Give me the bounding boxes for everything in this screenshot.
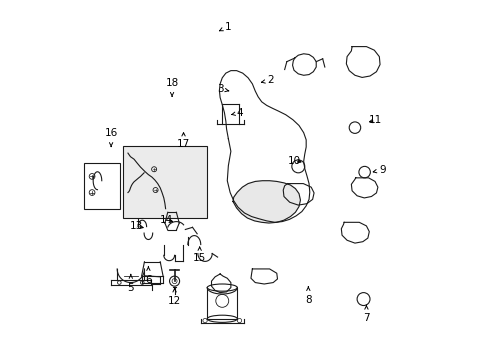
- Text: 6: 6: [145, 267, 151, 285]
- Text: 3: 3: [216, 84, 228, 94]
- Text: 2: 2: [261, 75, 273, 85]
- Text: 12: 12: [167, 288, 181, 306]
- Bar: [122, 146, 206, 218]
- Text: 16: 16: [104, 129, 118, 147]
- Text: 11: 11: [368, 116, 382, 126]
- Text: 9: 9: [372, 165, 385, 175]
- Text: 5: 5: [127, 275, 134, 293]
- Text: 13: 13: [130, 221, 143, 231]
- Text: 18: 18: [165, 78, 178, 96]
- Text: 15: 15: [193, 247, 206, 263]
- Text: 4: 4: [231, 108, 243, 118]
- Text: 1: 1: [219, 22, 231, 32]
- Text: 17: 17: [177, 133, 190, 149]
- Text: 8: 8: [305, 287, 311, 305]
- Text: 10: 10: [287, 156, 301, 166]
- Text: 7: 7: [363, 305, 369, 323]
- Bar: [83, 163, 120, 209]
- Polygon shape: [233, 181, 300, 223]
- Text: 14: 14: [160, 215, 173, 225]
